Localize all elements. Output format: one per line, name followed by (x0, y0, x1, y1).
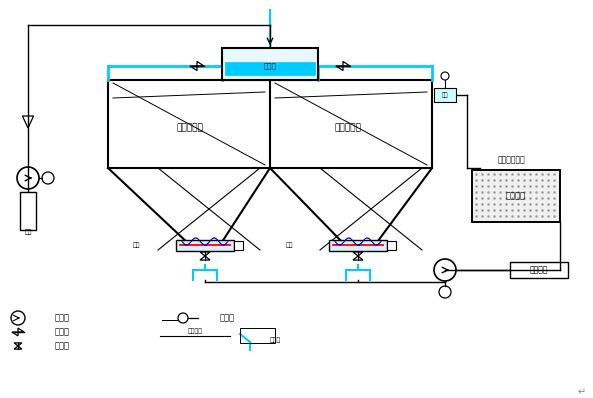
Text: 溢流: 溢流 (442, 92, 448, 98)
Text: 截止閥: 截止閥 (55, 341, 70, 351)
Bar (329, 240, 387, 251)
Bar (176, 240, 234, 251)
Text: 液位器: 液位器 (220, 314, 235, 322)
Text: 水化箱: 水化箱 (264, 63, 276, 69)
Bar (387, 241, 396, 250)
Text: 膠管閥: 膠管閥 (55, 328, 70, 336)
Text: （下級設備）: （下級設備） (498, 156, 526, 164)
Bar (472, 170, 560, 222)
Bar (434, 88, 456, 102)
Text: 一設設備: 一設設備 (530, 265, 549, 275)
Bar (510, 262, 568, 278)
Text: 污泥排放: 污泥排放 (187, 328, 202, 334)
Text: 循環水池: 循環水池 (506, 191, 526, 201)
Text: 斜板濃密箱: 斜板濃密箱 (177, 123, 203, 133)
Text: 給水: 給水 (132, 242, 140, 248)
Text: 循環水: 循環水 (270, 337, 281, 343)
Text: 給水: 給水 (24, 229, 32, 235)
Text: 給水: 給水 (285, 242, 293, 248)
Bar (225, 62, 315, 75)
Text: ↵: ↵ (578, 387, 586, 397)
Bar (240, 328, 275, 343)
Bar (472, 170, 560, 222)
Text: 砂漿泵: 砂漿泵 (55, 314, 70, 322)
Bar (20, 192, 36, 230)
Bar (108, 80, 432, 168)
Bar (222, 48, 318, 80)
Text: 斜板濃密箱: 斜板濃密箱 (334, 123, 362, 133)
Bar (234, 241, 243, 250)
